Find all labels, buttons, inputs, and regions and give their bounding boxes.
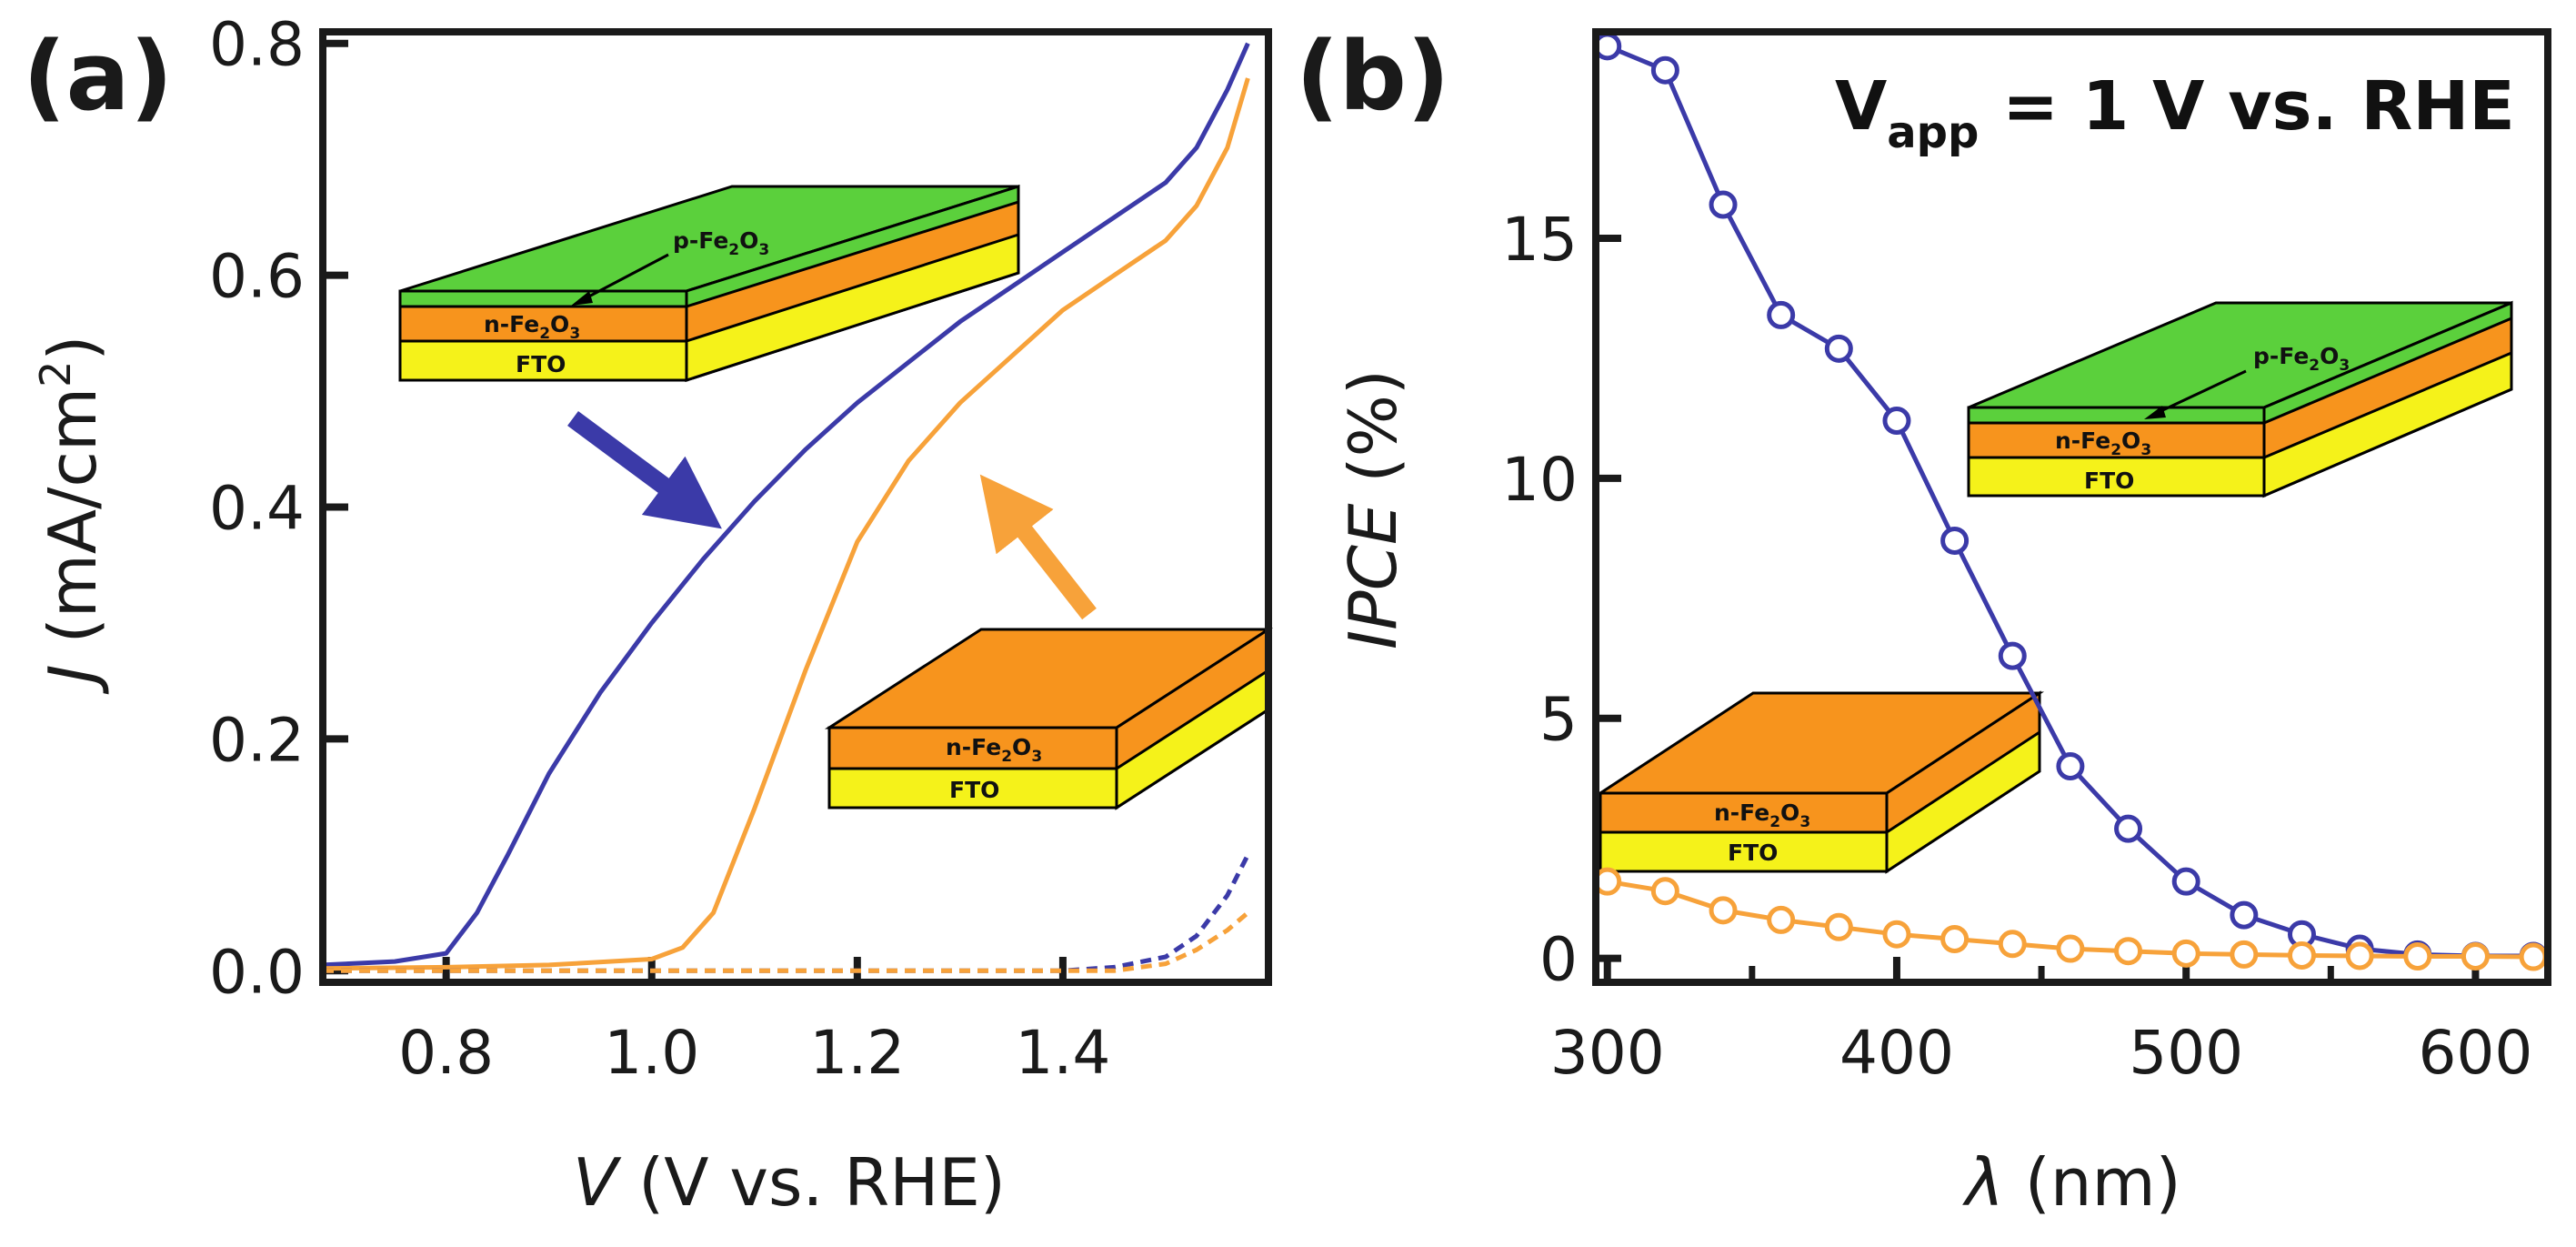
inset-a-p-label: p-Fe2O3 <box>673 227 769 259</box>
data-point <box>2461 942 2490 970</box>
panel-a-series <box>323 42 1250 973</box>
x-tick-label: 400 <box>1839 1018 1954 1088</box>
data-point <box>2230 940 2259 969</box>
panel-b: (b) 300 400 500 600 0 5 10 15 Vapp = 1 V vs. RH… <box>1296 21 2551 1221</box>
inset-a-n-label: n-Fe2O3 <box>484 311 580 343</box>
panel-b-series <box>1596 32 2548 971</box>
data-point <box>2345 941 2374 970</box>
inset-b-bilayer: p-Fe2O3 n-Fe2O3 FTO <box>1967 300 2513 498</box>
inset-a-mono-orange-front <box>827 726 1118 770</box>
y-tick-label: 0.6 <box>209 242 305 312</box>
inset-a-mono-n-label: n-Fe2O3 <box>946 734 1042 766</box>
panel-a-label: (a) <box>23 21 173 132</box>
data-point <box>1824 912 1853 941</box>
inset-a-mono: n-Fe2O3 FTO <box>824 627 1274 810</box>
panel-a-tick-labels: 0.8 1.0 1.2 1.4 0.0 0.2 0.4 0.6 0.8 <box>209 10 1110 1088</box>
y-tick-label: 0.2 <box>209 705 305 775</box>
data-point <box>1650 55 1679 85</box>
data-point <box>2287 940 2316 970</box>
x-tick-label: 600 <box>2418 1018 2532 1088</box>
inset-a-pointer <box>581 253 669 302</box>
x-tick-label: 0.8 <box>398 1018 494 1088</box>
inset-b-mono-fto-label: FTO <box>1728 840 1778 866</box>
data-point <box>2056 752 2085 780</box>
data-point <box>2114 937 2143 966</box>
data-point <box>1650 877 1679 906</box>
data-point <box>2171 939 2200 968</box>
data-point <box>2171 867 2200 896</box>
panel-a-frame <box>319 28 1272 986</box>
y-tick-label: 15 <box>1501 205 1578 275</box>
inset-b-mono: n-Fe2O3 FTO <box>1595 690 2045 874</box>
panel-a-ylabel: J (mA/cm2) <box>31 336 111 695</box>
data-point <box>1998 641 2027 670</box>
data-point <box>1709 896 1738 925</box>
x-tick-label: 300 <box>1550 1018 1665 1088</box>
arrow-orange <box>979 474 1097 620</box>
panel-b-tick-labels: 300 400 500 600 0 5 10 15 <box>1501 205 2532 1088</box>
data-point <box>1709 190 1738 219</box>
data-point <box>1940 925 1970 953</box>
series-line <box>323 910 1250 973</box>
y-tick-label: 0.4 <box>209 474 305 544</box>
y-tick-label: 0.8 <box>209 10 305 80</box>
y-tick-label: 0.0 <box>209 937 305 1007</box>
panel-a: (a) 0.8 1.0 1.2 1.4 0.0 0.2 0.4 0.6 0.8 p-Fe2O3 … <box>23 10 1274 1221</box>
data-point <box>1596 867 1622 896</box>
data-point <box>1767 300 1796 329</box>
inset-b-p-label: p-Fe2O3 <box>2253 343 2350 375</box>
series-line <box>323 853 1250 973</box>
data-point <box>2114 814 2143 843</box>
inset-a-bilayer: p-Fe2O3 n-Fe2O3 FTO <box>398 184 1020 383</box>
y-tick-label: 5 <box>1539 685 1578 755</box>
panel-b-ticks <box>1596 234 2480 982</box>
data-point <box>2230 900 2259 930</box>
inset-a-bilayer-green-side <box>685 184 1020 309</box>
x-tick-label: 1.0 <box>604 1018 699 1088</box>
x-tick-label: 1.2 <box>809 1018 905 1088</box>
arrow-blue <box>567 410 722 529</box>
inset-b-n-label: n-Fe2O3 <box>2055 427 2151 459</box>
inset-a-bilayer-green-front <box>398 289 688 308</box>
data-point <box>2519 942 2548 971</box>
series-line <box>323 42 1250 968</box>
inset-b-mono-yellow-front <box>1599 830 1889 873</box>
data-point <box>1767 905 1796 934</box>
series-line <box>323 77 1250 971</box>
panel-b-title: Vapp = 1 V vs. RHE <box>1835 67 2515 158</box>
inset-b-mono-n-label: n-Fe2O3 <box>1714 799 1810 831</box>
inset-a-mono-fto-label: FTO <box>949 777 999 803</box>
inset-b-bilayer-orange-front <box>1967 421 2266 459</box>
inset-a-mono-yellow-front <box>827 767 1118 810</box>
inset-a-bilayer-yellow-front <box>398 339 688 382</box>
inset-b-bilayer-green-front <box>1967 406 2266 425</box>
inset-b-bilayer-yellow-front <box>1967 456 2266 498</box>
x-tick-label: 500 <box>2129 1018 2243 1088</box>
inset-a-pointer-head <box>571 291 593 306</box>
y-tick-label: 0 <box>1539 925 1578 995</box>
panel-b-frame <box>1592 28 2551 986</box>
data-point <box>1824 334 1853 363</box>
panel-a-xlabel: V (V vs. RHE) <box>573 1144 1006 1221</box>
panel-b-ylabel: IPCE (%) <box>1335 369 1411 649</box>
data-point <box>2056 934 2085 963</box>
data-point <box>1998 930 2027 959</box>
data-point <box>1882 407 1911 435</box>
inset-a-fto-label: FTO <box>516 351 566 377</box>
inset-b-pointer-head <box>2144 406 2166 419</box>
x-tick-label: 1.4 <box>1015 1018 1110 1088</box>
panel-b-label: (b) <box>1296 21 1450 132</box>
inset-b-pointer <box>2154 369 2247 416</box>
data-point <box>2403 942 2432 970</box>
data-point <box>1940 526 1970 555</box>
data-point <box>1882 920 1911 949</box>
inset-b-fto-label: FTO <box>2084 468 2134 494</box>
y-tick-label: 10 <box>1501 445 1578 515</box>
panel-b-xlabel: λ (nm) <box>1961 1144 2180 1221</box>
